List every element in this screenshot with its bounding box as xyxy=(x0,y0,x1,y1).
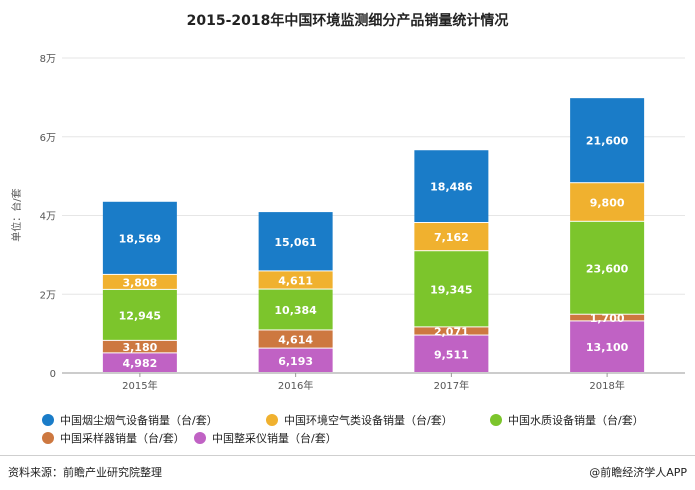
data-label: 9,800 xyxy=(590,197,625,210)
bar-segment xyxy=(414,223,489,251)
data-label: 18,569 xyxy=(119,232,161,245)
legend-swatch xyxy=(490,414,502,426)
legend-swatch xyxy=(194,432,206,444)
data-label: 4,611 xyxy=(278,274,313,287)
data-label: 10,384 xyxy=(274,304,317,317)
bar-segment xyxy=(570,321,645,372)
y-tick-label: 6万 xyxy=(40,133,56,144)
bar-segment xyxy=(414,251,489,327)
credit-note: @前瞻经济学人APP xyxy=(589,466,687,479)
bar-segment xyxy=(258,212,333,271)
bar-segment xyxy=(570,98,645,183)
data-label: 3,808 xyxy=(122,276,157,289)
bar-segment xyxy=(258,289,333,330)
legend-label: 中国整采仪销量（台/套） xyxy=(212,432,337,445)
source-note: 资料来源：前瞻产业研究院整理 xyxy=(8,466,162,479)
data-label: 21,600 xyxy=(586,135,629,148)
y-axis-label: 单位：台/套 xyxy=(10,188,23,241)
bar-segment xyxy=(258,330,333,348)
legend-item: 中国采样器销量（台/套） xyxy=(42,430,185,446)
data-label: 7,162 xyxy=(434,231,469,244)
legend-item: 中国水质设备销量（台/套） xyxy=(490,412,644,428)
bar-segment xyxy=(258,271,333,289)
bar-segment xyxy=(414,327,489,335)
legend-swatch xyxy=(42,432,54,444)
bar-segment xyxy=(570,183,645,221)
legend-item: 中国环境空气类设备销量（台/套） xyxy=(266,412,453,428)
bar-segment xyxy=(102,274,177,289)
y-tick-label: 8万 xyxy=(40,54,56,65)
legend-label: 中国烟尘烟气设备销量（台/套） xyxy=(60,414,218,427)
stacked-bar-chart: 4,982 3,180 12,945 3,808 18,569 6,193 4,614 10,… xyxy=(10,54,685,392)
legend-label: 中国水质设备销量（台/套） xyxy=(508,414,644,427)
data-label: 18,486 xyxy=(430,181,473,194)
data-label: 13,100 xyxy=(586,341,629,354)
x-tick-label: 2015年 xyxy=(122,379,157,392)
footer: 资料来源：前瞻产业研究院整理 @前瞻经济学人APP xyxy=(0,455,695,490)
x-tick-label: 2018年 xyxy=(589,379,624,392)
bar-segment xyxy=(570,221,645,314)
data-label: 12,945 xyxy=(119,309,161,322)
data-label: 23,600 xyxy=(586,262,629,275)
data-label: 4,982 xyxy=(122,357,157,370)
data-label: 6,193 xyxy=(278,355,313,368)
data-label: 15,061 xyxy=(274,236,316,249)
legend-item: 中国整采仪销量（台/套） xyxy=(194,430,337,446)
bar-segment xyxy=(414,335,489,372)
data-label: 9,511 xyxy=(434,348,469,361)
legend-swatch xyxy=(266,414,278,426)
legend-item: 中国烟尘烟气设备销量（台/套） xyxy=(42,412,218,428)
bar-segment xyxy=(102,353,177,372)
legend-swatch xyxy=(42,414,54,426)
legend-label: 中国采样器销量（台/套） xyxy=(60,432,185,445)
bar-segment xyxy=(102,201,177,274)
bar-segment xyxy=(102,340,177,353)
data-label: 2,071 xyxy=(434,325,469,338)
data-label: 1,700 xyxy=(590,312,625,325)
bar-segment xyxy=(414,150,489,223)
data-label: 19,345 xyxy=(430,283,472,296)
bar-segment xyxy=(102,289,177,340)
bar-segment xyxy=(570,314,645,321)
y-tick-label: 4万 xyxy=(40,212,56,223)
data-label: 4,614 xyxy=(278,334,313,347)
x-tick-label: 2017年 xyxy=(434,379,469,392)
chart-title: 2015-2018年中国环境监测细分产品销量统计情况 xyxy=(186,13,509,29)
bar-segment xyxy=(258,348,333,372)
y-tick-label: 2万 xyxy=(40,290,56,301)
x-tick-label: 2016年 xyxy=(278,379,313,392)
y-tick-label: 0 xyxy=(50,369,56,380)
legend-label: 中国环境空气类设备销量（台/套） xyxy=(284,414,453,427)
data-label: 3,180 xyxy=(122,341,157,354)
